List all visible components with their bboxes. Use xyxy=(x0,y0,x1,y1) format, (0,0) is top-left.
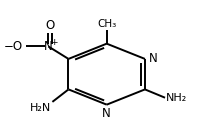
Text: +: + xyxy=(50,38,57,47)
Text: −O: −O xyxy=(4,40,23,53)
Text: CH₃: CH₃ xyxy=(97,19,116,29)
Text: N: N xyxy=(44,40,53,53)
Text: H₂N: H₂N xyxy=(30,103,51,113)
Text: N: N xyxy=(102,107,111,120)
Text: N: N xyxy=(149,52,157,65)
Text: O: O xyxy=(46,19,55,32)
Text: NH₂: NH₂ xyxy=(166,93,187,103)
